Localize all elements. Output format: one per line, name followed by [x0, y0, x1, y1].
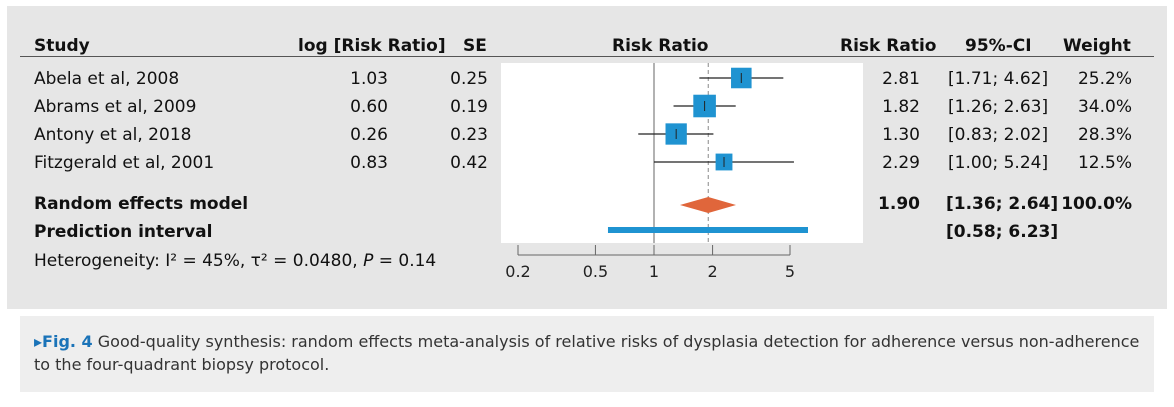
study-name: Antony et al, 2018	[34, 125, 192, 145]
study-ci: [1.00; 5.24]	[948, 153, 1049, 173]
x-axis-tick-label: 0.5	[583, 262, 608, 281]
heterogeneity-stats: Heterogeneity: I² = 45%, τ² = 0.0480, P …	[34, 251, 436, 271]
study-rr: 2.29	[882, 153, 920, 173]
study-rr: 1.30	[882, 125, 920, 145]
prediction-interval-bar	[607, 227, 808, 233]
heterogeneity-p-symbol: P	[363, 251, 374, 271]
header-ci: 95%-CI	[965, 36, 1032, 56]
caption-panel: ▸Fig. 4 Good-quality synthesis: random e…	[20, 316, 1154, 392]
heterogeneity-p-value: = 0.14	[373, 251, 437, 271]
study-rr: 2.81	[882, 69, 920, 89]
random-effects-weight: 100.0%	[1061, 194, 1132, 214]
prediction-interval-ci: [0.58; 6.23]	[946, 222, 1059, 242]
study-name: Abrams et al, 2009	[34, 97, 197, 117]
study-weight: 34.0%	[1077, 97, 1132, 117]
figure-caption: ▸Fig. 4 Good-quality synthesis: random e…	[34, 330, 1146, 376]
x-axis-tick-label: 5	[785, 262, 795, 281]
random-effects-rr: 1.90	[878, 194, 920, 214]
study-se: 0.19	[450, 97, 488, 117]
heterogeneity-text: Heterogeneity: I² = 45%, τ² = 0.0480,	[34, 251, 364, 271]
prediction-interval-label: Prediction interval	[34, 222, 213, 242]
study-log-rr: 0.60	[350, 97, 388, 117]
study-log-rr: 0.83	[350, 153, 388, 173]
figure-label: ▸Fig. 4	[34, 332, 93, 351]
study-se: 0.23	[450, 125, 488, 145]
caption-body: Good-quality synthesis: random effects m…	[34, 332, 1140, 374]
forest-plot: 0.2 0.5 1 2 5	[505, 63, 808, 281]
study-log-rr: 1.03	[350, 69, 388, 89]
random-effects-label: Random effects model	[34, 194, 249, 214]
x-axis-tick-label: 2	[707, 262, 717, 281]
study-weight: 28.3%	[1077, 125, 1132, 145]
study-name: Fitzgerald et al, 2001	[34, 153, 215, 173]
header-risk-ratio: Risk Ratio	[840, 36, 937, 56]
study-weight: 12.5%	[1077, 153, 1132, 173]
x-axis-tick-label: 0.2	[505, 262, 530, 281]
study-log-rr: 0.26	[350, 125, 388, 145]
plot-area	[501, 63, 863, 243]
study-rr: 1.82	[882, 97, 920, 117]
header-rule	[20, 56, 1154, 57]
study-se: 0.42	[450, 153, 488, 173]
header-log-risk-ratio: log [Risk Ratio]	[298, 36, 446, 56]
study-ci: [1.71; 4.62]	[948, 69, 1049, 89]
pooled-diamond	[679, 197, 737, 213]
header-weight: Weight	[1063, 36, 1131, 56]
random-effects-ci: [1.36; 2.64]	[946, 194, 1059, 214]
study-weight: 25.2%	[1077, 69, 1132, 89]
study-ci: [1.26; 2.63]	[948, 97, 1049, 117]
header-study: Study	[34, 36, 90, 56]
header-plot-risk-ratio: Risk Ratio	[612, 36, 709, 56]
study-ci: [0.83; 2.02]	[948, 125, 1049, 145]
study-se: 0.25	[450, 69, 488, 89]
study-name: Abela et al, 2008	[34, 69, 180, 89]
header-se: SE	[463, 36, 487, 56]
x-axis-tick-label: 1	[649, 262, 659, 281]
